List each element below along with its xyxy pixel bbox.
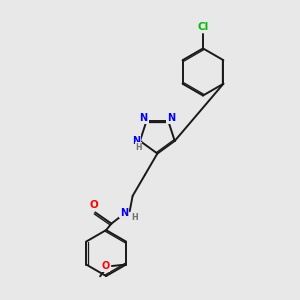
Text: N: N — [140, 113, 148, 123]
Text: N: N — [132, 136, 140, 146]
Text: N: N — [120, 208, 128, 218]
Text: O: O — [89, 200, 98, 210]
Text: Cl: Cl — [197, 22, 208, 32]
Text: H: H — [132, 213, 138, 222]
Text: H: H — [135, 143, 142, 152]
Text: N: N — [167, 113, 175, 123]
Text: O: O — [101, 261, 110, 271]
